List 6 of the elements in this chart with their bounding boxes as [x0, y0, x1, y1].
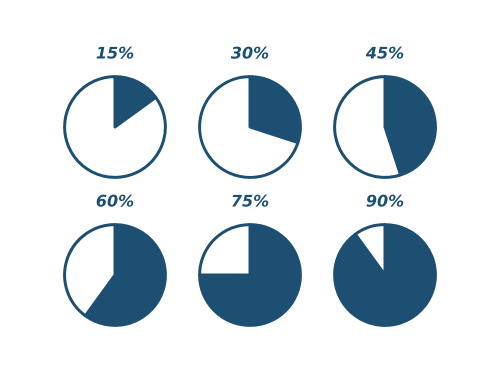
chart-title: 60%: [96, 192, 134, 210]
chart-title: 45%: [364, 44, 404, 62]
chart-title: 75%: [230, 192, 270, 210]
chart-title: 30%: [230, 44, 270, 62]
chart-title: 15%: [96, 44, 134, 62]
chart-title: 90%: [366, 192, 404, 210]
